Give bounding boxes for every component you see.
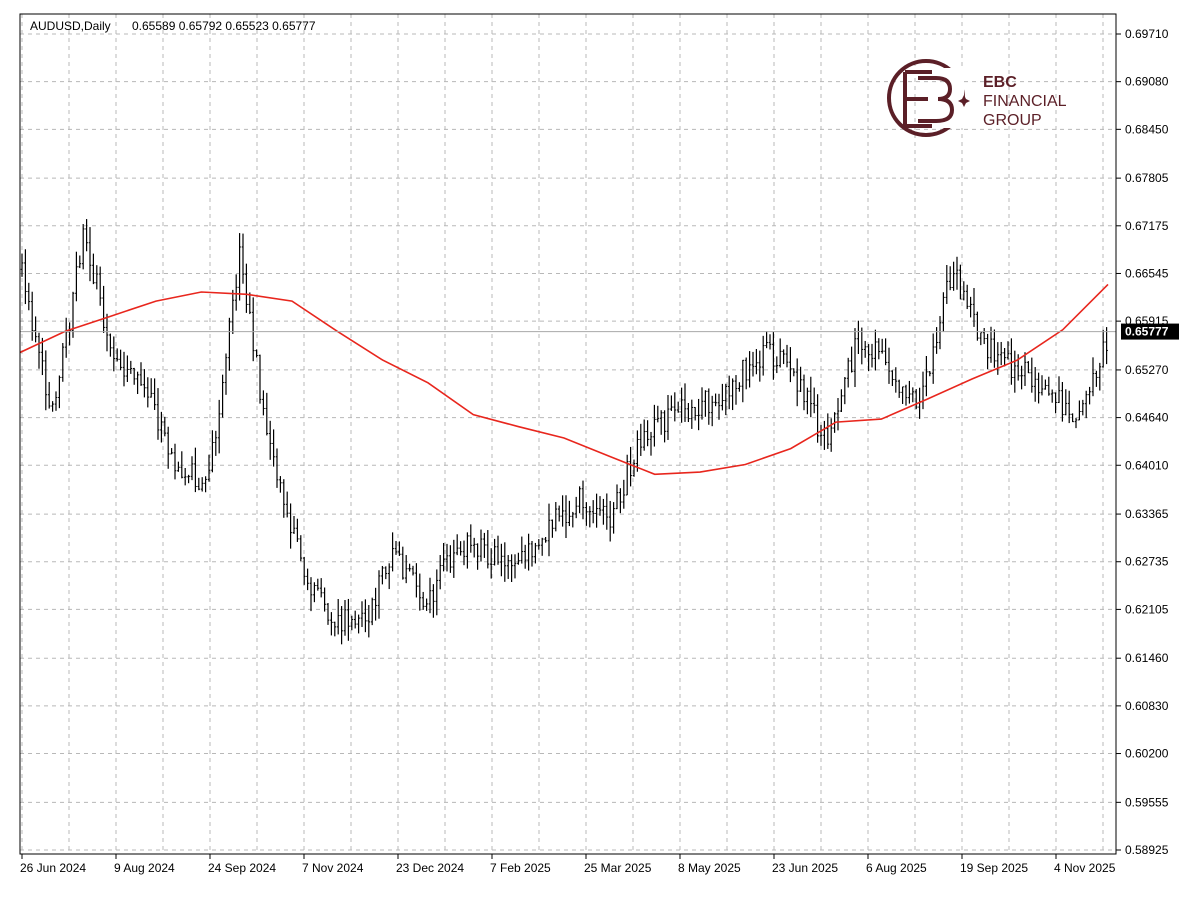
y-tick-label: 0.64010 bbox=[1125, 458, 1169, 472]
y-tick-label: 0.62735 bbox=[1125, 555, 1169, 569]
x-tick-label: 7 Nov 2024 bbox=[302, 861, 364, 875]
y-tick-label: 0.62105 bbox=[1125, 602, 1169, 616]
x-tick-label: 23 Jun 2025 bbox=[772, 861, 838, 875]
y-tick-label: 0.61460 bbox=[1125, 651, 1169, 665]
current-price-tag: 0.65777 bbox=[1121, 323, 1179, 340]
x-tick-label: 4 Nov 2025 bbox=[1054, 861, 1116, 875]
logo-letter-b-icon bbox=[918, 76, 955, 123]
y-tick-label: 0.60200 bbox=[1125, 747, 1169, 761]
x-tick-label: 8 May 2025 bbox=[678, 861, 741, 875]
y-tick-label: 0.69710 bbox=[1125, 27, 1169, 41]
chart-ohlc-label: 0.65589 0.65792 0.65523 0.65777 bbox=[132, 19, 316, 33]
x-tick-label: 25 Mar 2025 bbox=[584, 861, 652, 875]
x-axis: 26 Jun 2024 9 Aug 2024 24 Sep 2024 7 Nov 20… bbox=[20, 854, 1116, 875]
ohlc-bars bbox=[20, 219, 1108, 645]
moving-average-line bbox=[19, 283, 1109, 476]
ebc-logo: EBC FINANCIAL GROUP bbox=[887, 59, 1067, 137]
logo-star-icon bbox=[958, 95, 970, 107]
y-tick-label: 0.68450 bbox=[1125, 122, 1169, 136]
y-tick-label: 0.63365 bbox=[1125, 507, 1169, 521]
x-tick-label: 23 Dec 2024 bbox=[396, 861, 464, 875]
y-tick-label: 0.66545 bbox=[1125, 266, 1169, 280]
y-tick-label: 0.67175 bbox=[1125, 219, 1169, 233]
logo-line3: GROUP bbox=[983, 112, 1042, 129]
y-axis: 0.69710 0.69080 0.68450 0.67805 0.67175 0.665… bbox=[1116, 27, 1169, 857]
y-tick-label: 0.58925 bbox=[1125, 843, 1169, 857]
y-tick-label: 0.67805 bbox=[1125, 171, 1169, 185]
x-tick-label: 6 Aug 2025 bbox=[866, 861, 927, 875]
current-price-label: 0.65777 bbox=[1125, 325, 1169, 339]
x-tick-label: 7 Feb 2025 bbox=[490, 861, 551, 875]
grid bbox=[20, 14, 1116, 854]
y-tick-label: 0.60830 bbox=[1125, 699, 1169, 713]
logo-letter-e-icon bbox=[903, 70, 932, 128]
y-tick-label: 0.65270 bbox=[1125, 363, 1169, 377]
logo-line1: EBC bbox=[983, 74, 1017, 91]
chart-symbol-label: AUDUSD,Daily bbox=[30, 19, 111, 33]
y-tick-label: 0.59555 bbox=[1125, 795, 1169, 809]
x-tick-label: 24 Sep 2024 bbox=[208, 861, 276, 875]
current-price-tag-bg bbox=[1121, 323, 1179, 340]
y-tick-label: 0.64640 bbox=[1125, 411, 1169, 425]
logo-line2: FINANCIAL bbox=[983, 93, 1067, 110]
plot-border bbox=[19, 13, 1117, 855]
y-tick-label: 0.69080 bbox=[1125, 75, 1169, 89]
x-tick-label: 19 Sep 2025 bbox=[960, 861, 1028, 875]
x-tick-label: 26 Jun 2024 bbox=[20, 861, 86, 875]
x-tick-label: 9 Aug 2024 bbox=[114, 861, 175, 875]
